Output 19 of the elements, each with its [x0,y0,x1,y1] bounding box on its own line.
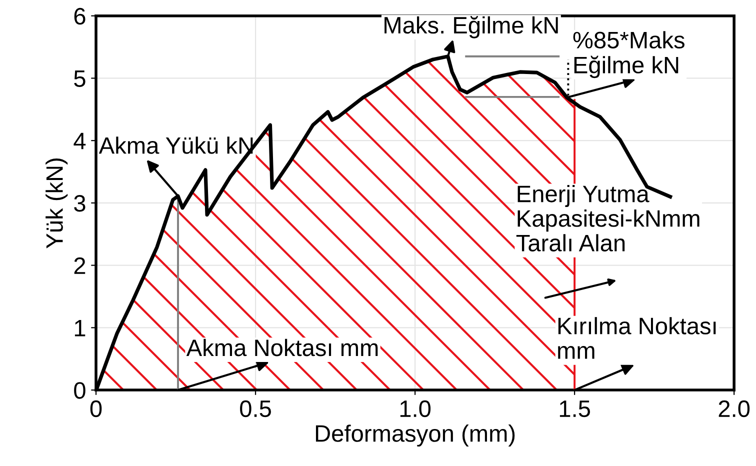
x-tick-label: 0 [90,400,102,418]
annotation: Kırılma Noktası mm [558,317,716,359]
annotation: %85*Maks Eğilme kN [573,31,684,78]
annotation: Maks. Eğilme kN [384,16,558,38]
y-tick-label: 0 [74,382,86,399]
x-axis-title: Deformasyon (mm) [316,424,515,447]
annotation: Akma Noktası mm [186,338,378,356]
y-tick-label: 5 [74,70,86,87]
y-tick-label: 3 [74,195,86,212]
x-tick-label: 1.0 [400,400,431,418]
y-axis-title: Yük (kN) [46,158,68,248]
x-tick-label: 0.5 [240,400,271,418]
y-tick-label: 2 [74,257,86,274]
y-tick-label: 4 [74,132,86,150]
x-tick-label: 1.5 [560,400,590,418]
x-tick-label: 2.0 [718,400,750,418]
annotation: Enerji Yutma Kapasitesi-kNmm Taralı Alan [516,184,700,252]
y-tick-label: 6 [74,8,86,25]
y-tick-label: 1 [74,320,86,336]
